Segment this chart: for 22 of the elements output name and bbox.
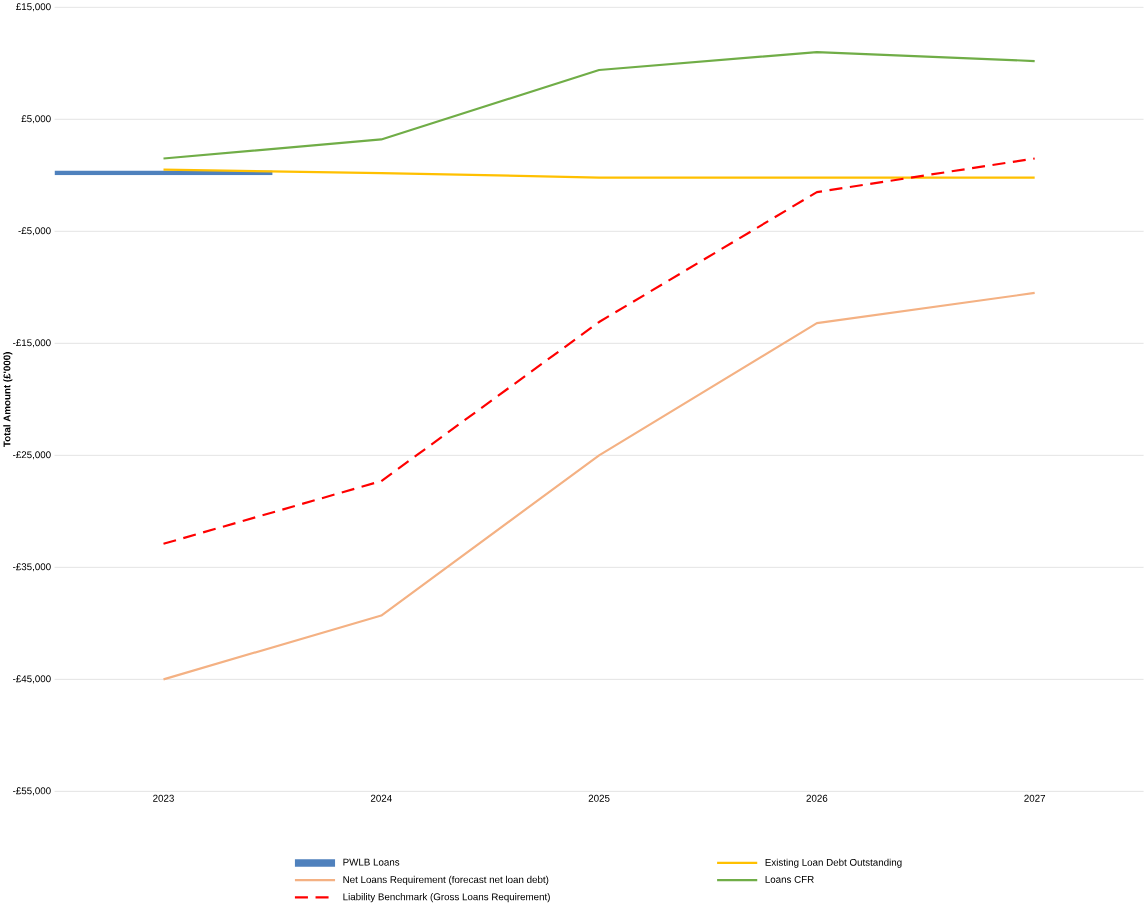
line-series [162,157,1036,545]
y-tick-label: £5,000 [21,115,51,124]
y-tick-label: -£15,000 [13,339,51,348]
y-tick-label: -£45,000 [13,675,51,684]
x-tick-label: 2023 [153,794,174,802]
y-tick-label: £15,000 [16,3,51,12]
x-tick-label: 2026 [806,794,828,802]
y-tick-label: -£55,000 [13,787,51,796]
x-tick-label: 2027 [1024,794,1046,802]
line-series [162,51,1036,160]
line-series [162,291,1036,681]
legend-label: Loans CFR [765,876,814,883]
legend-label: Net Loans Requirement (forecast net loan debt) [343,875,549,885]
x-tick-label: 2025 [588,794,610,802]
y-tick-label: -£5,000 [18,227,51,236]
x-tick-label: 2024 [370,794,392,802]
y-tick-label: -£35,000 [13,563,51,572]
y-axis-title: Total Amount (£'000) [3,352,13,447]
legend-label: PWLB Loans [343,858,400,866]
legend-label: Existing Loan Debt Outstanding [765,858,902,868]
legend-label: Liability Benchmark (Gross Loans Requirement) [343,893,550,903]
y-tick-label: -£25,000 [13,451,51,460]
